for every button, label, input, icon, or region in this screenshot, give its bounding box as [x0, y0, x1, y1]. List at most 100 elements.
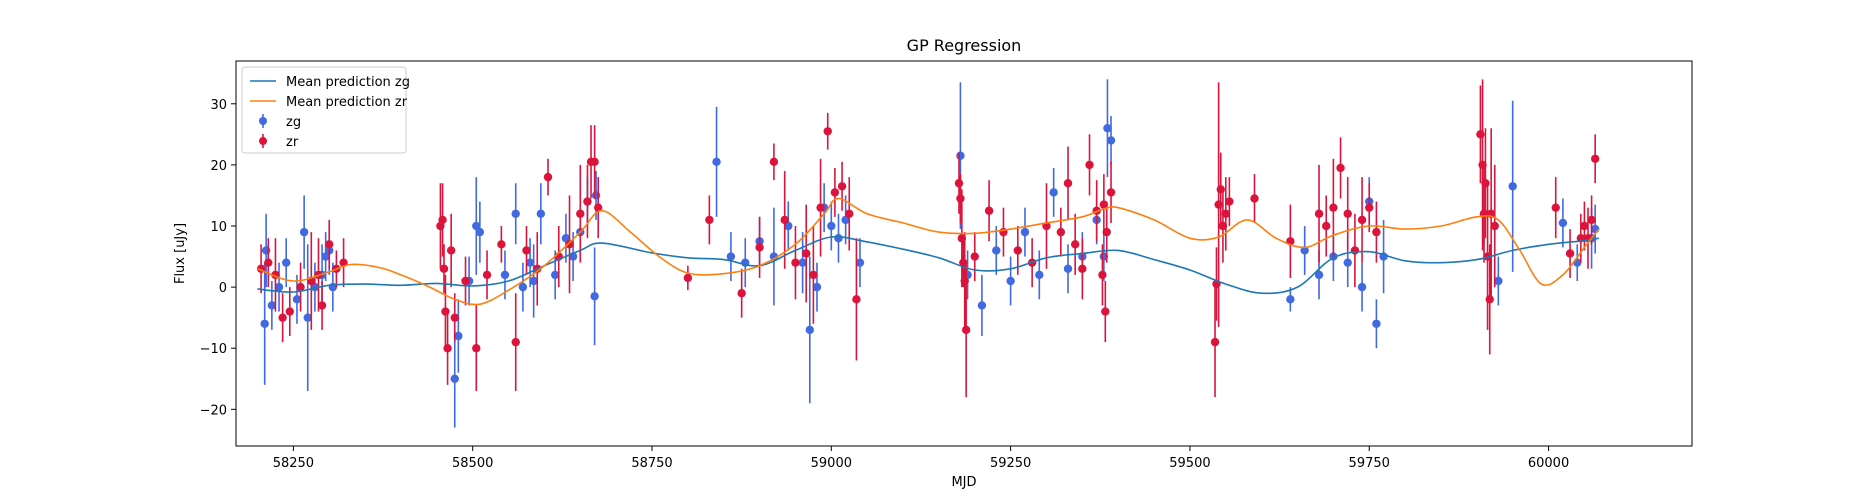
legend: Mean prediction zg Mean prediction zr zg zr	[241, 66, 410, 154]
legend-label: Mean prediction zg	[286, 75, 410, 90]
y-tick-label: 10	[210, 220, 227, 235]
data-point	[472, 344, 481, 353]
data-point	[809, 270, 818, 280]
data-point	[1590, 154, 1600, 163]
data-point	[325, 240, 334, 249]
data-point	[285, 307, 294, 316]
data-point	[1357, 282, 1367, 292]
data-point	[1372, 227, 1381, 237]
data-point	[590, 292, 599, 301]
data-point	[769, 252, 779, 261]
data-point	[518, 282, 528, 292]
x-tick-label: 58250	[273, 456, 314, 471]
data-point	[450, 374, 459, 383]
y-axis-ticks: −20 −10 0 10 20 30	[200, 98, 236, 418]
y-tick-label: −10	[200, 342, 227, 357]
data-point	[565, 240, 574, 249]
legend-entry: zr	[259, 134, 299, 150]
data-point	[834, 234, 843, 243]
data-point	[1372, 319, 1381, 328]
data-point	[984, 206, 994, 215]
data-point	[590, 157, 599, 167]
legend-marker-swatch	[259, 117, 267, 125]
series-line-mean-prediction-zr	[257, 197, 1600, 306]
data-point	[439, 264, 449, 273]
data-point	[522, 246, 531, 255]
data-point	[1343, 258, 1352, 267]
data-point	[1250, 194, 1259, 203]
data-point	[1490, 221, 1499, 231]
data-point	[1070, 240, 1080, 249]
data-point	[1063, 264, 1073, 273]
data-point	[1286, 295, 1295, 304]
data-point	[1494, 276, 1503, 286]
data-point	[438, 215, 447, 225]
data-point	[1580, 221, 1589, 231]
data-point	[576, 209, 585, 218]
data-point	[1558, 218, 1568, 228]
data-point	[827, 221, 836, 231]
data-point	[726, 252, 736, 261]
legend-marker-swatch	[259, 137, 267, 145]
data-point	[292, 295, 302, 304]
data-point	[260, 319, 269, 328]
data-point	[1225, 197, 1234, 206]
data-point	[798, 258, 807, 267]
x-tick-label: 59000	[811, 456, 852, 471]
y-axis-label: Flux [uJy]	[173, 223, 188, 284]
y-tick-label: 30	[210, 98, 227, 113]
data-point	[1587, 215, 1596, 225]
data-point	[525, 258, 535, 267]
data-point	[1056, 227, 1066, 237]
data-point	[529, 276, 538, 286]
data-point	[274, 282, 284, 292]
data-point	[954, 179, 964, 188]
data-point	[992, 246, 1001, 255]
data-point	[1063, 179, 1073, 188]
data-point	[841, 215, 850, 225]
data-point	[321, 252, 330, 261]
chart-title: GP Regression	[907, 36, 1022, 55]
data-point	[511, 209, 520, 218]
data-point	[511, 337, 520, 347]
x-axis-label: MJD	[951, 475, 976, 490]
x-axis-ticks: 58250 58500 58750 59000 59250 59500 59750 60000	[273, 446, 1569, 471]
data-point	[583, 197, 592, 206]
legend-label: zr	[286, 135, 299, 150]
data-point	[482, 270, 492, 280]
legend-label: zg	[286, 115, 301, 130]
data-point	[1020, 227, 1030, 237]
data-point	[267, 301, 277, 310]
data-point	[1350, 246, 1360, 255]
data-point	[977, 301, 987, 310]
data-point	[536, 209, 546, 218]
data-point	[543, 172, 553, 182]
data-point	[737, 289, 746, 298]
data-point	[784, 221, 793, 231]
x-tick-label: 59250	[990, 456, 1031, 471]
data-point	[1210, 337, 1220, 347]
data-point	[1106, 188, 1116, 197]
x-tick-label: 58750	[631, 456, 672, 471]
data-point	[837, 182, 847, 191]
data-point	[802, 249, 811, 258]
y-tick-label: −20	[200, 403, 227, 418]
data-point	[594, 203, 603, 212]
data-point	[1329, 203, 1338, 212]
data-point	[812, 282, 822, 292]
data-point	[769, 157, 779, 167]
data-point	[791, 258, 800, 267]
data-point	[705, 215, 714, 225]
data-point	[472, 221, 481, 231]
data-point	[278, 313, 287, 322]
data-point	[497, 240, 506, 249]
data-point	[561, 234, 571, 243]
data-point	[1314, 270, 1324, 280]
data-point	[303, 313, 312, 322]
data-point	[1049, 188, 1058, 197]
data-point	[550, 270, 560, 280]
data-point	[960, 276, 969, 286]
data-point	[1085, 160, 1094, 170]
data-point	[317, 301, 327, 310]
